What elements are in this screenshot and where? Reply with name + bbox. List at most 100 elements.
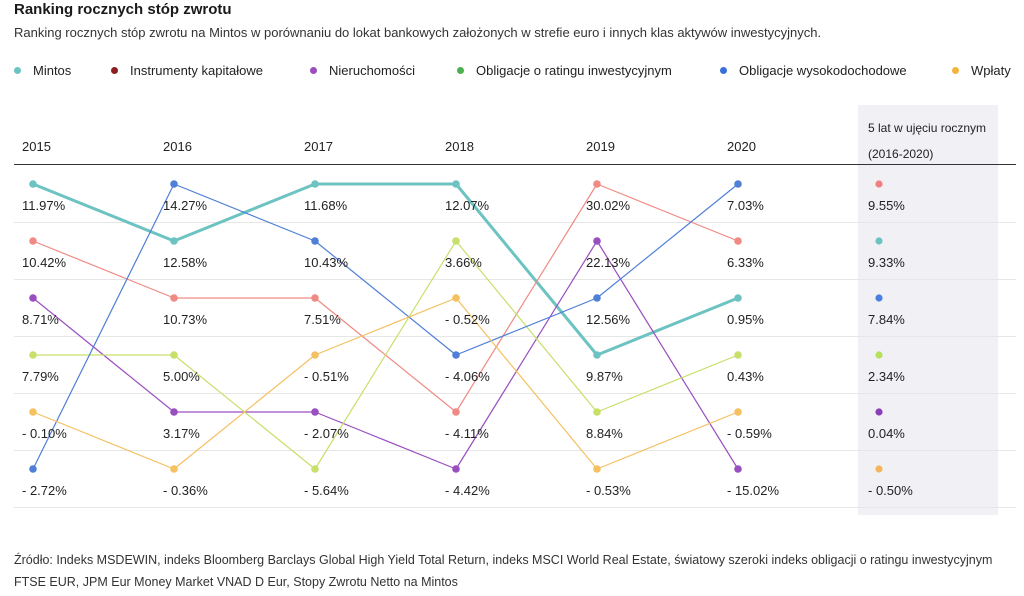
row-divider bbox=[14, 393, 1016, 394]
value-cell: 12.58% bbox=[163, 255, 208, 270]
legend-dot bbox=[457, 67, 464, 74]
series-point-0-4 bbox=[593, 351, 601, 359]
series-point-0-1 bbox=[170, 237, 178, 245]
value-cell: 5.00% bbox=[163, 369, 200, 384]
series-point-2-1 bbox=[170, 408, 178, 416]
series-point-3-0 bbox=[29, 351, 37, 359]
value-cell: - 4.06% bbox=[445, 369, 490, 384]
series-point-1-5 bbox=[734, 237, 742, 245]
year-header-2019: 2019 bbox=[586, 139, 615, 154]
value-cell: 7.03% bbox=[727, 198, 764, 213]
legend-item-obligacje-wysokodochodowe[interactable]: Obligacje wysokodochodowe bbox=[720, 63, 907, 78]
series-point-2-2 bbox=[311, 408, 319, 416]
legend-dot bbox=[310, 67, 317, 74]
series-point-4-3 bbox=[452, 351, 460, 359]
legend-label: Nieruchomości bbox=[329, 63, 415, 78]
value-cell: - 15.02% bbox=[727, 483, 780, 498]
value-cell: - 4.42% bbox=[445, 483, 490, 498]
year-header-2017: 2017 bbox=[304, 139, 333, 154]
legend-item-mintos[interactable]: Mintos bbox=[14, 63, 71, 78]
row-divider bbox=[14, 222, 1016, 223]
legend-item-nieruchomosci[interactable]: Nieruchomości bbox=[310, 63, 415, 78]
year-header-2020: 2020 bbox=[727, 139, 756, 154]
series-point-5-3 bbox=[452, 294, 460, 302]
legend-label: Obligacje wysokodochodowe bbox=[739, 63, 907, 78]
year-header-2015: 2015 bbox=[22, 139, 51, 154]
value-cell: - 0.10% bbox=[22, 426, 67, 441]
series-point-2-0 bbox=[29, 294, 37, 302]
value-cell: - 0.59% bbox=[727, 426, 772, 441]
series-point-3-4 bbox=[593, 408, 601, 416]
source-note: Źródło: Indeks MSDEWIN, indeks Bloomberg… bbox=[14, 553, 993, 589]
series-point-1-0 bbox=[29, 237, 37, 245]
legend-item-instrumenty[interactable]: Instrumenty kapitałowe bbox=[111, 63, 263, 78]
series-point-1-1 bbox=[170, 294, 178, 302]
series-point-3-3 bbox=[452, 237, 460, 245]
series-point-4-1 bbox=[170, 180, 178, 188]
series-point-2-3 bbox=[452, 465, 460, 473]
value-cell: 7.51% bbox=[304, 312, 341, 327]
legend-dot bbox=[111, 67, 118, 74]
value-cell: - 2.07% bbox=[304, 426, 349, 441]
five-year-value: - 0.50% bbox=[868, 483, 913, 498]
five-year-dot-2 bbox=[875, 294, 883, 302]
legend-dot bbox=[720, 67, 727, 74]
five-year-header: 5 lat w ujęciu rocznym (2016-2020) bbox=[868, 115, 986, 167]
row-divider bbox=[14, 279, 1016, 280]
five-year-dot-0 bbox=[875, 180, 883, 188]
series-point-3-1 bbox=[170, 351, 178, 359]
value-cell: 0.95% bbox=[727, 312, 764, 327]
value-cell: - 0.51% bbox=[304, 369, 349, 384]
five-year-dot-1 bbox=[875, 237, 883, 245]
five-year-dot-4 bbox=[875, 408, 883, 416]
series-point-2-4 bbox=[593, 237, 601, 245]
legend-label: Mintos bbox=[33, 63, 72, 78]
five-year-column-background bbox=[858, 105, 998, 515]
legend-item-obligacje-inwestycyjne[interactable]: Obligacje o ratingu inwestycyjnym bbox=[457, 63, 672, 78]
value-cell: 14.27% bbox=[163, 198, 208, 213]
series-point-1-4 bbox=[593, 180, 601, 188]
five-year-dot-5 bbox=[875, 465, 883, 473]
series-point-4-5 bbox=[734, 180, 742, 188]
value-cell: 11.68% bbox=[304, 198, 348, 213]
value-cell: 8.84% bbox=[586, 426, 623, 441]
value-cell: 10.42% bbox=[22, 255, 67, 270]
series-point-0-5 bbox=[734, 294, 742, 302]
legend-item-wplaty[interactable]: Wpłaty bbox=[952, 63, 1011, 78]
value-cell: 9.87% bbox=[586, 369, 623, 384]
value-cell: 10.43% bbox=[304, 255, 349, 270]
legend-label: Obligacje o ratingu inwestycyjnym bbox=[476, 63, 672, 78]
value-cell: - 2.72% bbox=[22, 483, 67, 498]
five-year-value: 7.84% bbox=[868, 312, 905, 327]
series-point-5-5 bbox=[734, 408, 742, 416]
five-year-header-line2: (2016-2020) bbox=[868, 147, 934, 161]
series-point-1-3 bbox=[452, 408, 460, 416]
value-cell: 0.43% bbox=[727, 369, 764, 384]
header-rule bbox=[14, 164, 1016, 165]
year-header-2016: 2016 bbox=[163, 139, 192, 154]
series-point-0-2 bbox=[311, 180, 319, 188]
legend-label: Wpłaty bbox=[971, 63, 1011, 78]
series-point-5-1 bbox=[170, 465, 178, 473]
series-point-2-5 bbox=[734, 465, 742, 473]
chart-subtitle: Ranking rocznych stóp zwrotu na Mintos w… bbox=[14, 25, 822, 40]
series-point-3-2 bbox=[311, 465, 319, 473]
five-year-value: 9.33% bbox=[868, 255, 905, 270]
value-cell: 6.33% bbox=[727, 255, 764, 270]
series-point-3-5 bbox=[734, 351, 742, 359]
row-divider bbox=[14, 507, 1016, 508]
value-cell: 12.07% bbox=[445, 198, 490, 213]
series-point-0-0 bbox=[29, 180, 37, 188]
five-year-header-line1: 5 lat w ujęciu rocznym bbox=[868, 121, 987, 135]
year-header-2018: 2018 bbox=[445, 139, 474, 154]
series-point-0-3 bbox=[452, 180, 460, 188]
row-divider bbox=[14, 450, 1016, 451]
value-cell: 10.73% bbox=[163, 312, 208, 327]
series-point-1-2 bbox=[311, 294, 319, 302]
value-cell: 11.97% bbox=[22, 198, 66, 213]
value-cell: - 5.64% bbox=[304, 483, 349, 498]
series-point-5-0 bbox=[29, 408, 37, 416]
series-line-4 bbox=[32, 183, 739, 470]
value-cell: 22.13% bbox=[586, 255, 631, 270]
value-cell: - 0.36% bbox=[163, 483, 208, 498]
